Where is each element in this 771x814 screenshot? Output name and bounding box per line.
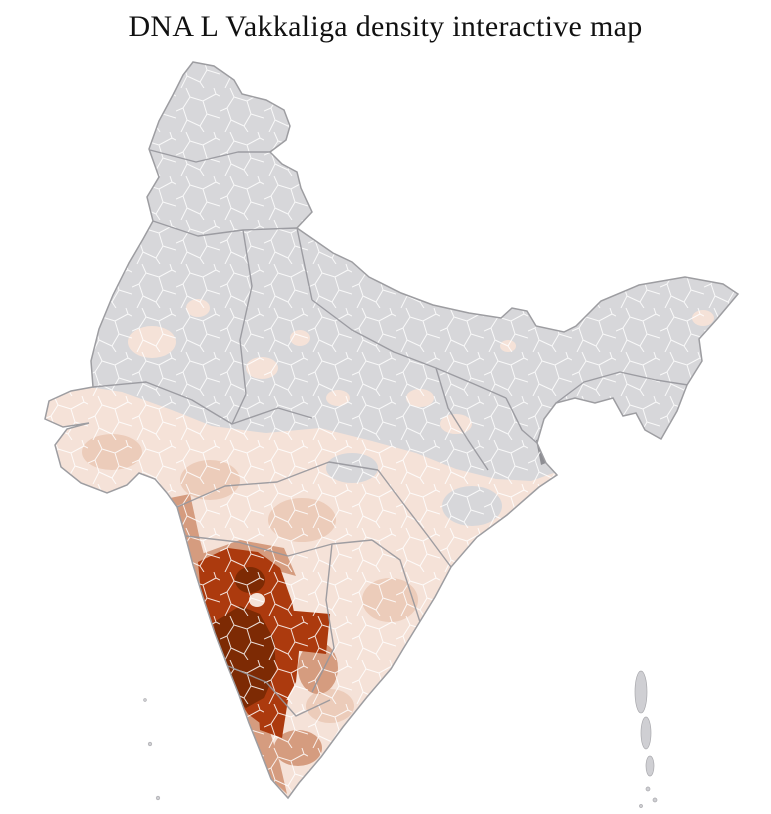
island — [640, 716, 652, 750]
island — [639, 804, 643, 808]
andaman-nicobar-islands[interactable] — [634, 670, 658, 808]
state-borders — [92, 149, 689, 717]
lakshadweep-islands[interactable] — [143, 698, 161, 801]
island — [147, 741, 153, 747]
island — [634, 670, 648, 714]
island — [155, 795, 161, 801]
island — [143, 698, 147, 702]
island — [652, 797, 658, 803]
island — [645, 755, 655, 777]
page-title: DNA L Vakkaliga density interactive map — [128, 10, 643, 43]
island — [645, 786, 651, 792]
